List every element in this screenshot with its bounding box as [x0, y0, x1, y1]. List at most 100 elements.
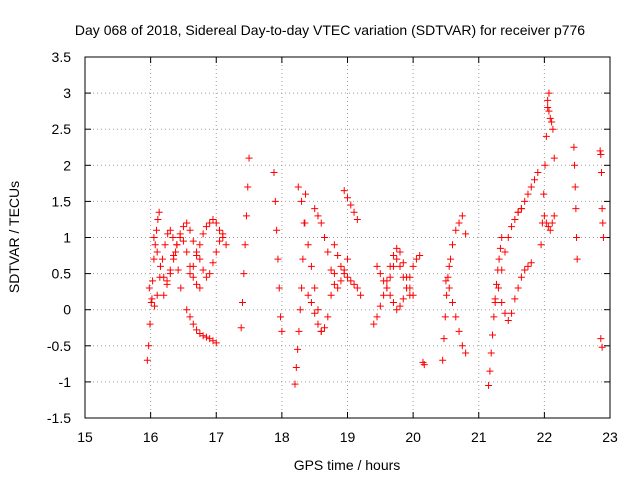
data-point	[271, 197, 279, 205]
data-point	[202, 273, 210, 281]
chart-title: Day 068 of 2018, Sidereal Day-to-day VTE…	[75, 22, 585, 38]
data-point	[304, 291, 312, 299]
data-point	[353, 284, 361, 292]
data-point	[240, 270, 248, 278]
data-point	[169, 234, 177, 241]
data-point	[212, 219, 220, 227]
data-point	[219, 230, 227, 238]
data-point	[317, 219, 325, 227]
y-tick-label: 3	[63, 85, 71, 101]
data-point	[383, 284, 391, 292]
data-point	[393, 244, 401, 252]
data-point	[380, 277, 388, 285]
series-arc-j	[291, 190, 309, 388]
series-arc-i	[270, 169, 286, 335]
data-point	[534, 169, 542, 177]
data-point	[462, 230, 470, 238]
data-point	[357, 291, 365, 299]
series-arc-l	[304, 270, 338, 335]
data-point	[386, 273, 394, 281]
data-point	[161, 241, 169, 249]
data-point	[570, 143, 578, 151]
data-point	[389, 262, 397, 270]
data-point	[212, 248, 220, 256]
data-point	[350, 280, 358, 288]
data-point	[189, 262, 197, 270]
data-point	[462, 349, 470, 357]
data-point	[153, 226, 161, 234]
series-arc-y	[498, 259, 535, 325]
series-arc-aa	[537, 89, 553, 249]
data-point	[542, 219, 550, 227]
data-point	[527, 259, 535, 267]
data-point	[153, 248, 161, 256]
data-point	[183, 306, 191, 314]
data-point	[314, 320, 322, 328]
data-point	[508, 309, 516, 317]
data-point	[307, 262, 315, 270]
data-point	[487, 349, 495, 357]
data-point	[373, 262, 381, 270]
data-point	[302, 190, 309, 198]
data-point	[511, 215, 519, 223]
data-point	[571, 183, 579, 191]
data-point	[396, 302, 404, 310]
data-point	[403, 284, 411, 292]
data-point	[548, 118, 556, 126]
data-point	[327, 266, 335, 274]
data-point	[239, 298, 246, 306]
data-point	[296, 306, 304, 314]
series-arc-d	[160, 234, 204, 299]
data-point	[174, 266, 182, 274]
data-point	[596, 147, 604, 155]
series-arc-ad	[570, 143, 581, 263]
data-point	[170, 252, 178, 260]
data-point	[406, 273, 414, 281]
data-point	[176, 234, 184, 241]
data-point	[517, 273, 525, 281]
data-point	[598, 205, 606, 213]
y-tick-label: 2	[63, 157, 71, 173]
x-tick-labels: 15 16 17 18 19 20 21 22 23	[77, 429, 618, 445]
data-point	[337, 277, 345, 285]
data-point	[189, 273, 197, 281]
x-tick-label: 17	[208, 429, 224, 445]
data-point	[298, 284, 306, 292]
x-axis-label: GPS time / hours	[294, 457, 401, 473]
data-point	[344, 194, 351, 202]
data-point	[542, 132, 550, 140]
data-point	[449, 241, 456, 249]
data-point	[216, 226, 224, 234]
data-point	[544, 96, 552, 104]
data-point	[447, 255, 455, 263]
data-point	[521, 197, 529, 205]
data-point	[147, 298, 155, 306]
x-tick-label: 15	[77, 429, 93, 445]
data-point	[334, 252, 342, 260]
x-tick-label: 16	[143, 429, 159, 445]
data-point	[442, 277, 450, 285]
data-point	[179, 223, 187, 231]
data-point	[146, 320, 154, 328]
data-point	[311, 284, 319, 292]
series-arc-x	[491, 205, 525, 306]
data-point	[495, 255, 503, 263]
series-arc-z	[514, 169, 542, 216]
data-point	[511, 295, 519, 303]
data-point	[179, 237, 187, 245]
data-point	[196, 255, 204, 263]
data-point	[548, 219, 556, 227]
data-point	[311, 205, 319, 213]
data-point	[330, 270, 338, 278]
series-arc-u	[442, 277, 470, 357]
data-point	[150, 234, 158, 241]
data-point	[148, 295, 156, 303]
data-point	[206, 270, 214, 278]
data-point	[504, 317, 512, 325]
data-point	[597, 169, 605, 177]
data-point	[327, 291, 335, 299]
data-point	[149, 277, 157, 285]
data-point	[444, 273, 452, 281]
data-point	[277, 313, 285, 321]
data-point	[517, 205, 525, 213]
